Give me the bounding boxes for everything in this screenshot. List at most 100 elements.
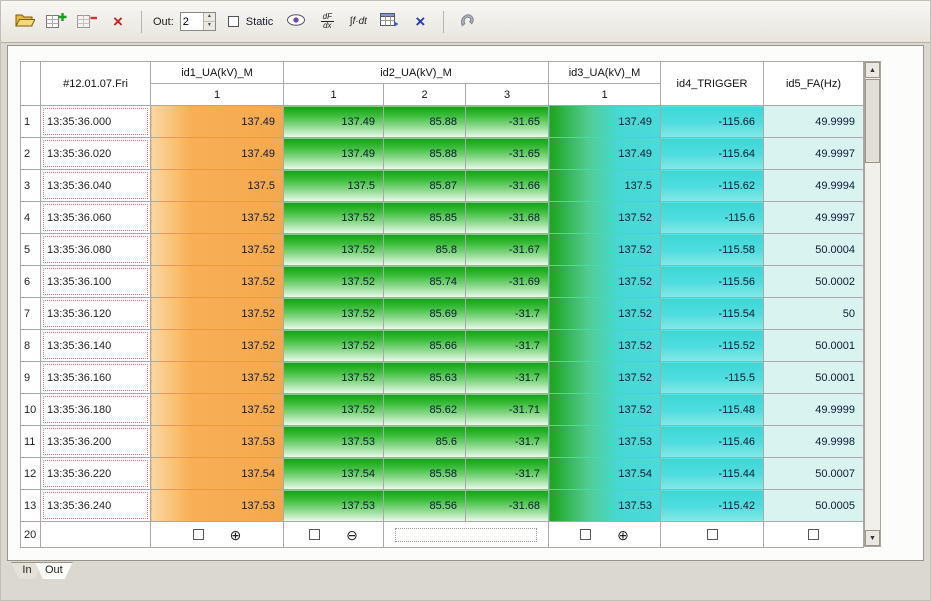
id1-checkbox[interactable] [192,529,204,540]
row-number[interactable]: 11 [20,425,41,458]
data-cell[interactable]: -31.7 [465,361,549,394]
data-cell[interactable]: -115.5 [660,361,764,394]
column-header-id3[interactable]: id3_UA(kV)_M [548,61,661,84]
subcolumn-header[interactable]: 1 [283,83,384,106]
data-cell[interactable]: 50.0004 [763,233,864,266]
timestamp-cell[interactable]: 13:35:36.200 [40,425,151,458]
scroll-up-icon[interactable]: ▲ [865,62,880,78]
out-spinner-input[interactable] [180,13,203,30]
data-cell[interactable]: 137.52 [150,233,284,266]
data-cell[interactable]: 50.0001 [763,361,864,394]
data-cell[interactable]: 137.53 [150,425,284,458]
data-cell[interactable]: -31.66 [465,169,549,202]
data-cell[interactable]: -31.67 [465,233,549,266]
data-cell[interactable]: -31.7 [465,329,549,362]
timestamp-cell[interactable]: 13:35:36.040 [40,169,151,202]
data-cell[interactable]: 137.53 [150,489,284,522]
data-cell[interactable]: 137.52 [150,265,284,298]
data-cell[interactable]: 85.62 [383,393,466,426]
data-cell[interactable]: 137.52 [150,329,284,362]
row-number[interactable]: 12 [20,457,41,490]
data-cell[interactable]: 85.63 [383,361,466,394]
id2-collapse-icon[interactable]: ⊖ [346,526,358,543]
static-checkbox[interactable] [227,16,239,27]
data-cell[interactable]: 85.58 [383,457,466,490]
timestamp-cell[interactable]: 13:35:36.020 [40,137,151,170]
data-cell[interactable]: 50.0007 [763,457,864,490]
data-cell[interactable]: -115.46 [660,425,764,458]
add-frame-button[interactable] [42,9,70,35]
data-cell[interactable]: 137.52 [283,329,384,362]
data-cell[interactable]: 85.6 [383,425,466,458]
data-cell[interactable]: 137.49 [283,137,384,170]
data-cell[interactable]: 85.74 [383,265,466,298]
timestamp-cell[interactable]: 13:35:36.140 [40,329,151,362]
data-cell[interactable]: 137.49 [548,105,661,138]
timestamp-cell[interactable]: 13:35:36.120 [40,297,151,330]
data-cell[interactable]: 137.5 [548,169,661,202]
timestamp-cell[interactable]: 13:35:36.180 [40,393,151,426]
data-cell[interactable]: 137.52 [548,201,661,234]
data-cell[interactable]: 137.52 [283,361,384,394]
data-cell[interactable]: 137.53 [283,425,384,458]
data-cell[interactable]: 137.52 [150,297,284,330]
data-cell[interactable]: -115.64 [660,137,764,170]
remove-frame-button[interactable] [73,9,101,35]
timestamp-cell[interactable]: 13:35:36.000 [40,105,151,138]
data-cell[interactable]: 137.52 [283,297,384,330]
data-cell[interactable]: 50.0001 [763,329,864,362]
row-number[interactable]: 8 [20,329,41,362]
data-cell[interactable]: 137.52 [283,201,384,234]
data-cell[interactable]: -31.65 [465,137,549,170]
subcolumn-header[interactable]: 1 [548,83,661,106]
row-number[interactable]: 13 [20,489,41,522]
data-cell[interactable]: 85.8 [383,233,466,266]
data-cell[interactable]: 85.88 [383,137,466,170]
data-cell[interactable]: 50 [763,297,864,330]
data-cell[interactable]: -31.7 [465,425,549,458]
row-number[interactable]: 9 [20,361,41,394]
id5-checkbox[interactable] [808,529,819,540]
data-cell[interactable]: 137.52 [283,233,384,266]
timestamp-cell[interactable]: 13:35:36.160 [40,361,151,394]
delete-button[interactable]: × [104,9,132,35]
row-number[interactable]: 5 [20,233,41,266]
column-header-id2[interactable]: id2_UA(kV)_M [283,61,549,84]
data-cell[interactable]: 85.85 [383,201,466,234]
data-cell[interactable]: 137.52 [548,297,661,330]
timestamp-cell[interactable]: 13:35:36.100 [40,265,151,298]
row-number[interactable]: 7 [20,297,41,330]
column-header-id4[interactable]: id4_TRIGGER [660,61,764,106]
id3-checkbox[interactable] [580,529,592,540]
data-cell[interactable]: 137.52 [548,265,661,298]
open-button[interactable] [11,9,39,35]
data-cell[interactable]: -31.71 [465,393,549,426]
data-cell[interactable]: 85.56 [383,489,466,522]
row-number[interactable]: 10 [20,393,41,426]
column-header-id5[interactable]: id5_FA(Hz) [763,61,864,106]
data-cell[interactable]: 49.9997 [763,201,864,234]
timestamp-cell[interactable]: 13:35:36.060 [40,201,151,234]
data-cell[interactable]: -31.7 [465,457,549,490]
data-cell[interactable]: 137.54 [283,457,384,490]
id4-checkbox[interactable] [706,529,718,540]
row-number[interactable]: 2 [20,137,41,170]
timestamp-cell[interactable]: 13:35:36.240 [40,489,151,522]
data-cell[interactable]: 137.52 [548,361,661,394]
data-cell[interactable]: 49.9994 [763,169,864,202]
out-spinner[interactable]: ▲ ▼ [179,12,216,31]
data-cell[interactable]: 50.0002 [763,265,864,298]
data-cell[interactable]: -115.54 [660,297,764,330]
data-cell[interactable]: 137.53 [283,489,384,522]
data-cell[interactable]: -115.62 [660,169,764,202]
column-header-id1[interactable]: id1_UA(kV)_M [150,61,284,84]
row-number[interactable]: 6 [20,265,41,298]
data-cell[interactable]: 137.5 [150,169,284,202]
data-cell[interactable]: 49.9999 [763,105,864,138]
row-number[interactable]: 1 [20,105,41,138]
data-cell[interactable]: 85.88 [383,105,466,138]
data-cell[interactable]: -31.68 [465,201,549,234]
id3-expand-icon[interactable]: ⊕ [617,526,629,543]
data-cell[interactable]: 49.9997 [763,137,864,170]
scrollbar-track[interactable] [865,78,880,530]
